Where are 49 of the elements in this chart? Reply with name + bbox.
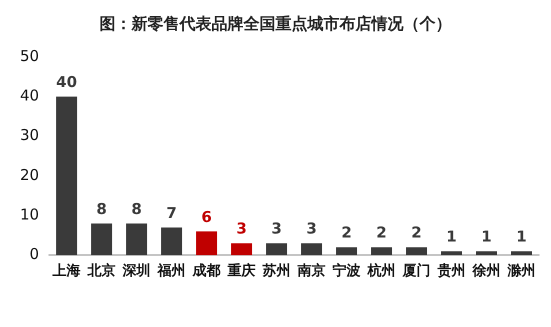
x-tick-label: 滁州: [506, 263, 536, 280]
x-tick-label: 徐州: [472, 263, 501, 280]
x-tick-label: 宁波: [332, 262, 361, 280]
bar: [406, 247, 428, 256]
bar: [196, 231, 218, 256]
data-label: 6: [201, 208, 212, 226]
data-label: 2: [411, 224, 422, 242]
data-label: 8: [131, 200, 142, 218]
y-tick-label: 50: [20, 46, 40, 65]
bar: [371, 247, 392, 256]
x-tick-label: 深圳: [122, 263, 151, 280]
bar: [56, 96, 78, 256]
bar: [511, 251, 532, 256]
y-tick-label: 0: [30, 245, 40, 264]
bar: [91, 223, 112, 256]
x-tick-label: 北京: [86, 262, 116, 280]
bar: [266, 243, 288, 256]
bar: [161, 227, 182, 256]
bar: [231, 243, 252, 256]
x-tick-label: 上海: [52, 263, 81, 280]
data-label: 1: [446, 228, 457, 246]
x-tick-label: 杭州: [366, 262, 396, 280]
x-tick-label: 南京: [296, 262, 326, 280]
bar: [441, 251, 462, 256]
y-tick-label: 10: [20, 205, 40, 224]
x-tick-label: 成都: [192, 263, 221, 280]
data-label: 2: [341, 224, 352, 242]
x-tick-label: 苏州: [262, 263, 291, 280]
bar: [126, 223, 148, 256]
y-tick-label: 20: [20, 166, 40, 184]
data-label: 3: [271, 220, 282, 238]
chart-title: 图：新零售代表品牌全国重点城市布店情况（个）: [98, 14, 452, 35]
x-tick-label: 重庆: [226, 262, 256, 280]
x-tick-label: 福州: [156, 262, 186, 280]
data-label: 7: [166, 204, 177, 222]
bar: [476, 251, 498, 256]
x-tick-label: 贵州: [436, 263, 466, 280]
bar: [336, 247, 358, 256]
data-label: 3: [236, 220, 247, 238]
data-label: 2: [376, 224, 387, 242]
data-label: 1: [516, 228, 527, 246]
x-tick-label: 厦门: [402, 262, 431, 280]
y-tick-label: 40: [20, 86, 40, 105]
data-label: 40: [56, 73, 78, 92]
data-label: 3: [306, 220, 317, 238]
data-label: 8: [96, 200, 107, 218]
data-label: 1: [481, 228, 492, 246]
y-tick-label: 30: [20, 126, 40, 144]
bar: [301, 243, 322, 256]
